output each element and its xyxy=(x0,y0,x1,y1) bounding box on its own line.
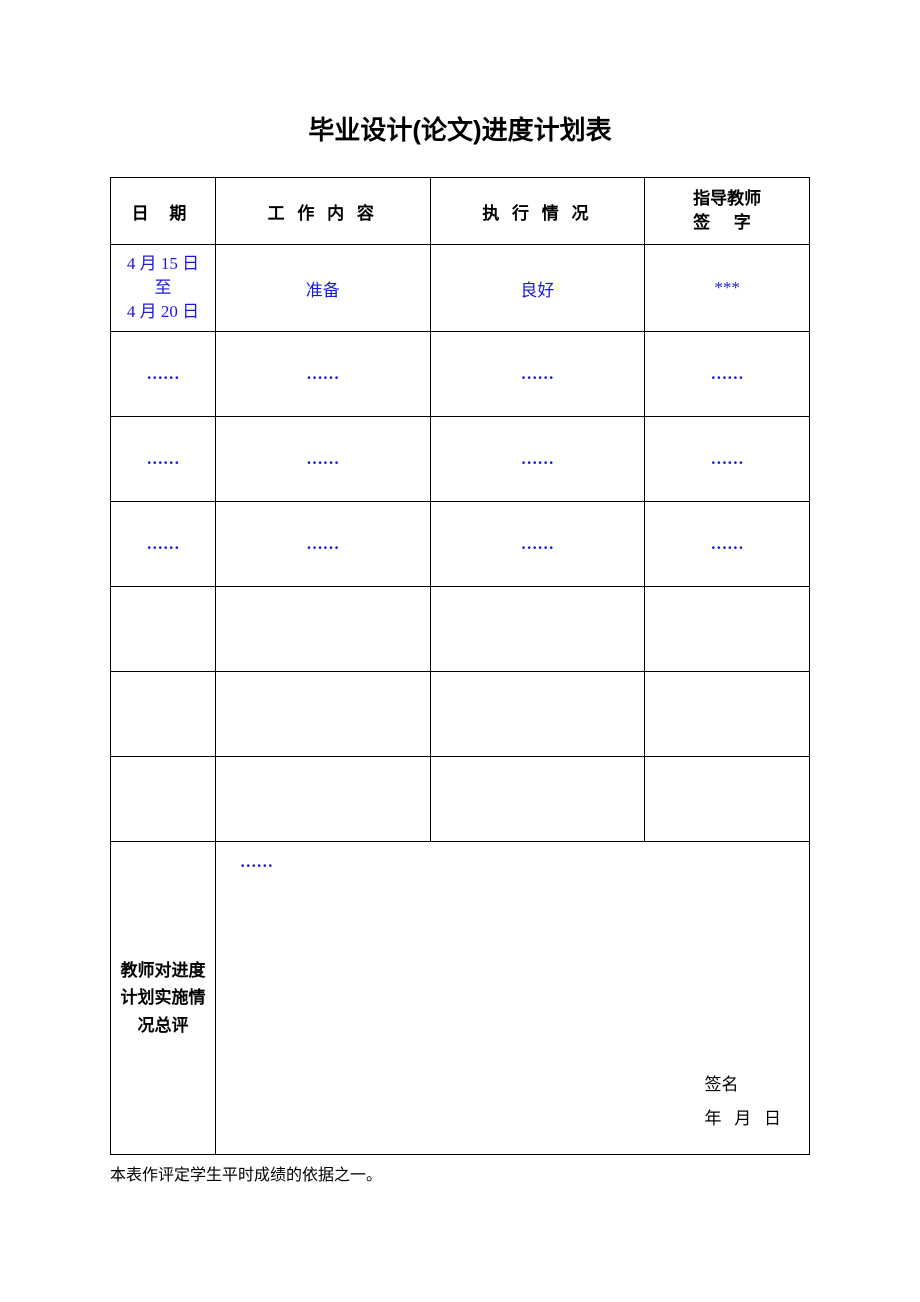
cell-status: …… xyxy=(430,332,645,417)
evaluation-label: 教师对进度计划实施情况总评 xyxy=(111,842,216,1155)
cell-work: …… xyxy=(215,417,430,502)
header-row: 日 期 工 作 内 容 执 行 情 况 指导教师 签 字 xyxy=(111,178,810,245)
cell-sign: …… xyxy=(645,417,810,502)
header-work: 工 作 内 容 xyxy=(215,178,430,245)
cell-date: …… xyxy=(111,417,216,502)
document-page: 毕业设计(论文)进度计划表 日 期 工 作 内 容 执 行 情 况 指导教师 签… xyxy=(0,0,920,1185)
page-title: 毕业设计(论文)进度计划表 xyxy=(110,110,810,147)
cell-work xyxy=(215,672,430,757)
cell-status: …… xyxy=(430,502,645,587)
cell-date: …… xyxy=(111,502,216,587)
cell-sign: …… xyxy=(645,332,810,417)
table-row: …… …… …… …… xyxy=(111,332,810,417)
cell-date: 4 月 15 日 至 4 月 20 日 xyxy=(111,245,216,332)
cell-work: …… xyxy=(215,332,430,417)
cell-date xyxy=(111,587,216,672)
cell-sign xyxy=(645,757,810,842)
cell-status xyxy=(430,757,645,842)
cell-status: …… xyxy=(430,417,645,502)
table-row xyxy=(111,587,810,672)
evaluation-body-cell: …… 签名 年 月 日 xyxy=(215,842,809,1155)
table-row: 4 月 15 日 至 4 月 20 日 准备 良好 *** xyxy=(111,245,810,332)
cell-work: 准备 xyxy=(215,245,430,332)
cell-status xyxy=(430,672,645,757)
footnote: 本表作评定学生平时成绩的依据之一。 xyxy=(110,1161,810,1185)
cell-sign: …… xyxy=(645,502,810,587)
cell-date xyxy=(111,757,216,842)
sign-day: 日 xyxy=(764,1109,781,1128)
cell-date xyxy=(111,672,216,757)
table-row xyxy=(111,757,810,842)
sign-year: 年 xyxy=(705,1109,722,1128)
evaluation-body: …… 签名 年 月 日 xyxy=(216,842,809,1154)
cell-date: …… xyxy=(111,332,216,417)
cell-work xyxy=(215,757,430,842)
table-row: …… …… …… …… xyxy=(111,502,810,587)
evaluation-row: 教师对进度计划实施情况总评 …… 签名 年 月 日 xyxy=(111,842,810,1155)
evaluation-signature-block: 签名 年 月 日 xyxy=(705,1068,782,1136)
evaluation-dots: …… xyxy=(240,852,273,872)
table-row xyxy=(111,672,810,757)
schedule-table: 日 期 工 作 内 容 执 行 情 况 指导教师 签 字 4 月 15 日 至 … xyxy=(110,177,810,1155)
sign-month: 月 xyxy=(734,1109,751,1128)
cell-work: …… xyxy=(215,502,430,587)
cell-status xyxy=(430,587,645,672)
cell-status: 良好 xyxy=(430,245,645,332)
sign-label: 签名 xyxy=(705,1075,739,1094)
header-sign: 指导教师 签 字 xyxy=(645,178,810,245)
cell-sign: *** xyxy=(645,245,810,332)
cell-work xyxy=(215,587,430,672)
table-row: …… …… …… …… xyxy=(111,417,810,502)
header-status: 执 行 情 况 xyxy=(430,178,645,245)
cell-sign xyxy=(645,672,810,757)
cell-sign xyxy=(645,587,810,672)
header-date: 日 期 xyxy=(111,178,216,245)
